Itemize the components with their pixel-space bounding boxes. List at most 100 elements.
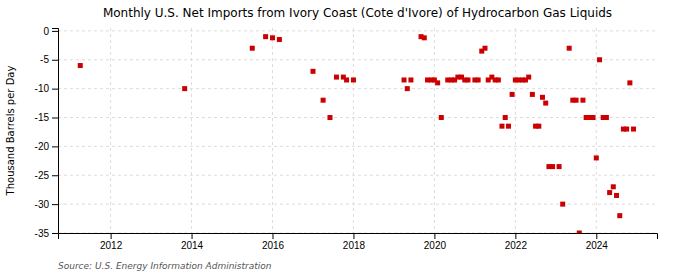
- tick-mark: [52, 89, 58, 90]
- point: [614, 193, 619, 198]
- tick-label: 0: [43, 26, 49, 37]
- grid-line: [58, 30, 657, 31]
- title: Monthly U.S. Net Imports from Ivory Coas…: [103, 6, 612, 20]
- point: [422, 35, 427, 40]
- grid-line: [58, 146, 657, 147]
- point: [435, 80, 440, 85]
- point: [402, 77, 407, 82]
- tick: 2024: [586, 233, 609, 251]
- x-axis: 2012 2014 2016 2018 2020 2022 2024: [59, 233, 658, 251]
- tick: 0: [43, 26, 58, 37]
- point: [344, 77, 349, 82]
- point: [405, 86, 410, 91]
- tick: -25: [35, 170, 58, 181]
- point: [550, 164, 555, 169]
- y-axis: 0 -5 -10 -15 -20 -25 -30 -35: [35, 26, 59, 239]
- point: [263, 34, 268, 39]
- tick-label: -15: [35, 112, 50, 123]
- tick: 2018: [343, 233, 366, 251]
- chart: 2012 2014 2016 2018 2020 2022 2024 0 -5 -10 -15 -20…: [0, 0, 675, 275]
- tick-label: 2022: [505, 240, 528, 251]
- grid-line: [58, 117, 657, 118]
- point: [591, 115, 596, 120]
- y-axis-label: Thousand Barrels per Day: [5, 66, 16, 197]
- grid-line: [596, 28, 597, 233]
- tick: -5: [40, 54, 58, 65]
- point: [580, 98, 585, 103]
- point: [351, 77, 356, 82]
- point: [496, 77, 501, 82]
- source: Source: U.S. Energy Information Administ…: [58, 261, 272, 271]
- tick-mark: [52, 60, 58, 61]
- tick-mark: [353, 233, 354, 239]
- tick-label: -5: [40, 54, 49, 65]
- point: [560, 202, 565, 207]
- point: [604, 115, 609, 120]
- tick: 2020: [424, 233, 447, 251]
- tick: -20: [35, 141, 58, 152]
- points: [78, 34, 636, 233]
- tick-mark: [52, 204, 58, 205]
- point: [182, 86, 187, 91]
- grid-line: [58, 88, 657, 89]
- point: [611, 184, 616, 189]
- grid: [58, 28, 657, 233]
- tick-label: 2014: [181, 240, 204, 251]
- tick-label: 2016: [262, 240, 285, 251]
- point: [557, 164, 562, 169]
- tick-mark: [596, 233, 597, 239]
- tick-label: 2020: [424, 240, 447, 251]
- tick-mark: [52, 175, 58, 176]
- point: [310, 69, 315, 74]
- tick-label: -20: [35, 141, 50, 152]
- tick-label: 2024: [586, 240, 609, 251]
- tick-mark: [52, 146, 58, 147]
- tick-label: -30: [35, 199, 50, 210]
- tick-mark: [52, 31, 58, 32]
- point: [270, 35, 275, 40]
- tick-label: -35: [35, 228, 50, 239]
- point: [624, 127, 629, 132]
- tick: -35: [35, 228, 58, 239]
- tick-mark: [192, 233, 193, 239]
- tick-label: -10: [35, 83, 50, 94]
- point: [594, 155, 599, 160]
- tick: -10: [35, 83, 58, 94]
- grid-line: [434, 28, 435, 233]
- tick: 2012: [100, 233, 123, 251]
- grid-line: [58, 204, 657, 205]
- tick-label: 2012: [100, 240, 123, 251]
- point: [526, 75, 531, 80]
- tick-mark: [434, 233, 435, 239]
- grid-line: [58, 59, 657, 60]
- point: [506, 124, 511, 129]
- point: [439, 115, 444, 120]
- tick: -30: [35, 199, 58, 210]
- point: [574, 98, 579, 103]
- tick-mark: [515, 233, 516, 239]
- axis-line: [59, 234, 658, 240]
- grid-line: [110, 28, 111, 233]
- point: [334, 75, 339, 80]
- grid-line: [272, 28, 273, 233]
- tick-mark: [111, 233, 112, 239]
- tick-mark: [52, 118, 58, 119]
- grid-line: [58, 175, 657, 176]
- grid-line: [191, 28, 192, 233]
- point: [536, 124, 541, 129]
- grid-line: [353, 28, 354, 233]
- point: [327, 115, 332, 120]
- tick: -15: [35, 112, 58, 123]
- plot: 2012 2014 2016 2018 2020 2022 2024 0 -5 -10 -15 -20…: [35, 26, 658, 252]
- point: [567, 46, 572, 51]
- point: [510, 92, 515, 97]
- tick-label: -25: [35, 170, 50, 181]
- tick-mark: [52, 233, 58, 234]
- point: [631, 127, 636, 132]
- point: [577, 231, 582, 234]
- point: [250, 46, 255, 51]
- point: [465, 77, 470, 82]
- point: [408, 77, 413, 82]
- point: [540, 95, 545, 100]
- tick-label: 2018: [343, 240, 366, 251]
